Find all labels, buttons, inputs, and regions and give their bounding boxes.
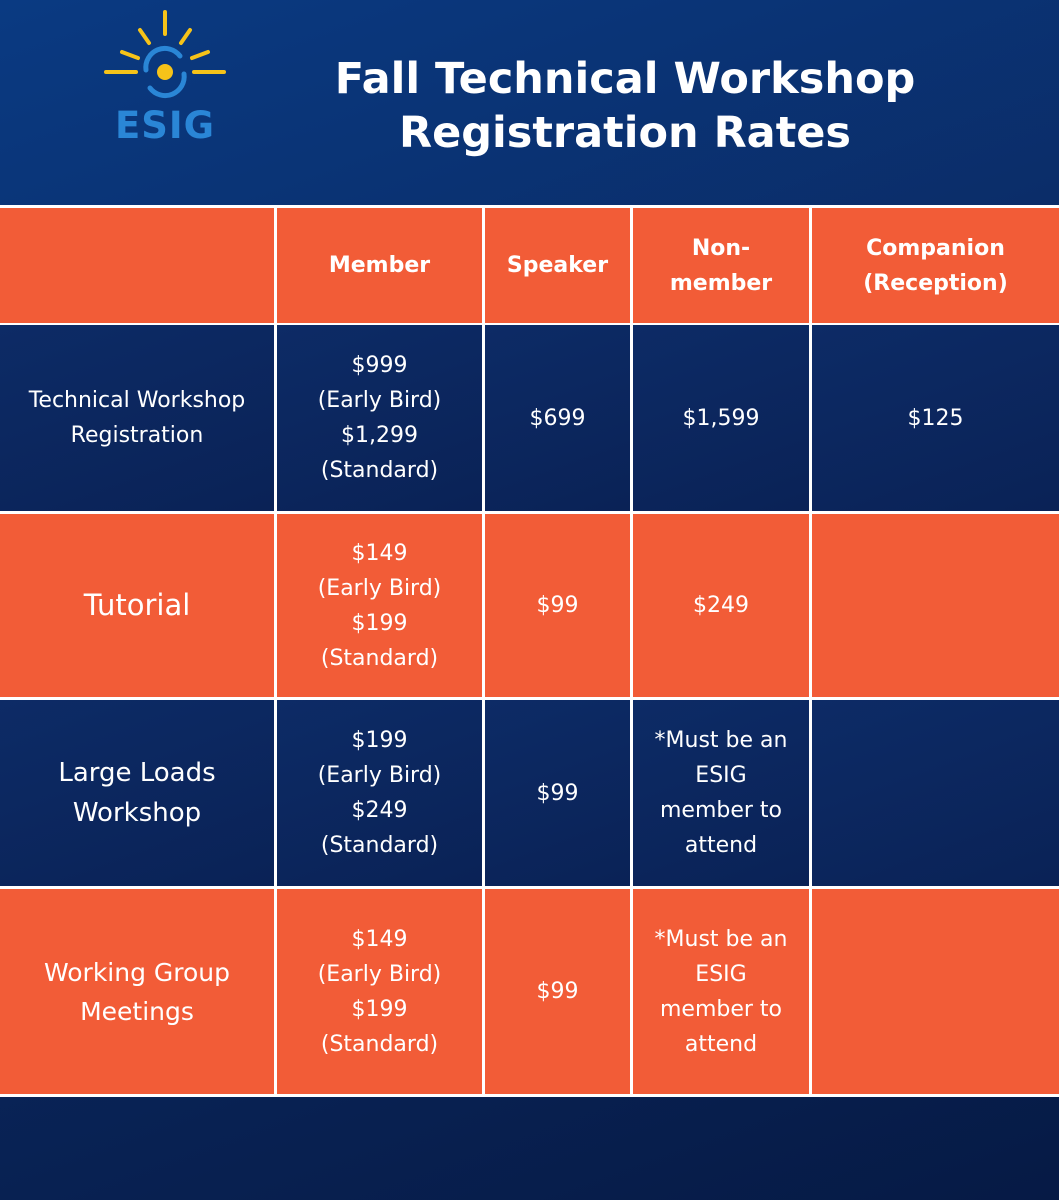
cell-nonmember-price: $1,599 bbox=[633, 325, 809, 511]
logo-text: ESIG bbox=[114, 104, 216, 147]
cell-companion-price bbox=[812, 700, 1059, 886]
rates-table: Member Speaker Non- member Companion (Re… bbox=[0, 205, 1059, 1097]
row-label-technical-workshop: Technical Workshop Registration bbox=[0, 325, 274, 511]
header-cell-companion: Companion (Reception) bbox=[812, 208, 1059, 323]
row-label-working-group-meetings: Working Group Meetings bbox=[0, 889, 274, 1094]
title-line-2: Registration Rates bbox=[398, 108, 852, 158]
header-cell-speaker: Speaker bbox=[485, 208, 630, 323]
cell-nonmember-note: *Must be an ESIG member to attend bbox=[633, 700, 809, 886]
cell-nonmember-note: *Must be an ESIG member to attend bbox=[633, 889, 809, 1094]
cell-speaker-price: $99 bbox=[485, 889, 630, 1094]
cell-member-price: $149 (Early Bird) $199 (Standard) bbox=[277, 514, 482, 697]
cell-speaker-price: $99 bbox=[485, 514, 630, 697]
cell-member-price: $999 (Early Bird) $1,299 (Standard) bbox=[277, 325, 482, 511]
cell-speaker-price: $699 bbox=[485, 325, 630, 511]
page-title: Fall Technical Workshop Registration Rat… bbox=[230, 52, 1020, 160]
title-line-1: Fall Technical Workshop bbox=[334, 54, 916, 104]
esig-logo: ESIG bbox=[100, 6, 230, 147]
cell-member-price: $149 (Early Bird) $199 (Standard) bbox=[277, 889, 482, 1094]
sun-icon bbox=[104, 10, 226, 99]
cell-companion-price: $125 bbox=[812, 325, 1059, 511]
cell-companion-price bbox=[812, 514, 1059, 697]
cell-speaker-price: $99 bbox=[485, 700, 630, 886]
header-cell-member: Member bbox=[277, 208, 482, 323]
header-cell-nonmember: Non- member bbox=[633, 208, 809, 323]
cell-member-price: $199 (Early Bird) $249 (Standard) bbox=[277, 700, 482, 886]
row-label-large-loads-workshop: Large Loads Workshop bbox=[0, 700, 274, 886]
cell-nonmember-price: $249 bbox=[633, 514, 809, 697]
row-label-tutorial: Tutorial bbox=[0, 514, 274, 697]
cell-companion-price bbox=[812, 889, 1059, 1094]
header-cell-empty bbox=[0, 208, 274, 323]
